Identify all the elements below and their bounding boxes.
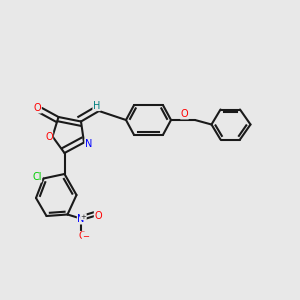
Text: +: + [80, 214, 86, 220]
Text: O: O [45, 131, 53, 142]
Text: O: O [78, 231, 86, 242]
Text: Cl: Cl [32, 172, 42, 182]
Text: N: N [77, 214, 85, 224]
Text: H: H [93, 100, 100, 111]
Text: N: N [85, 139, 92, 149]
Text: O: O [34, 103, 41, 113]
Text: −: − [82, 232, 89, 241]
Text: O: O [94, 211, 102, 221]
Text: O: O [181, 109, 188, 119]
